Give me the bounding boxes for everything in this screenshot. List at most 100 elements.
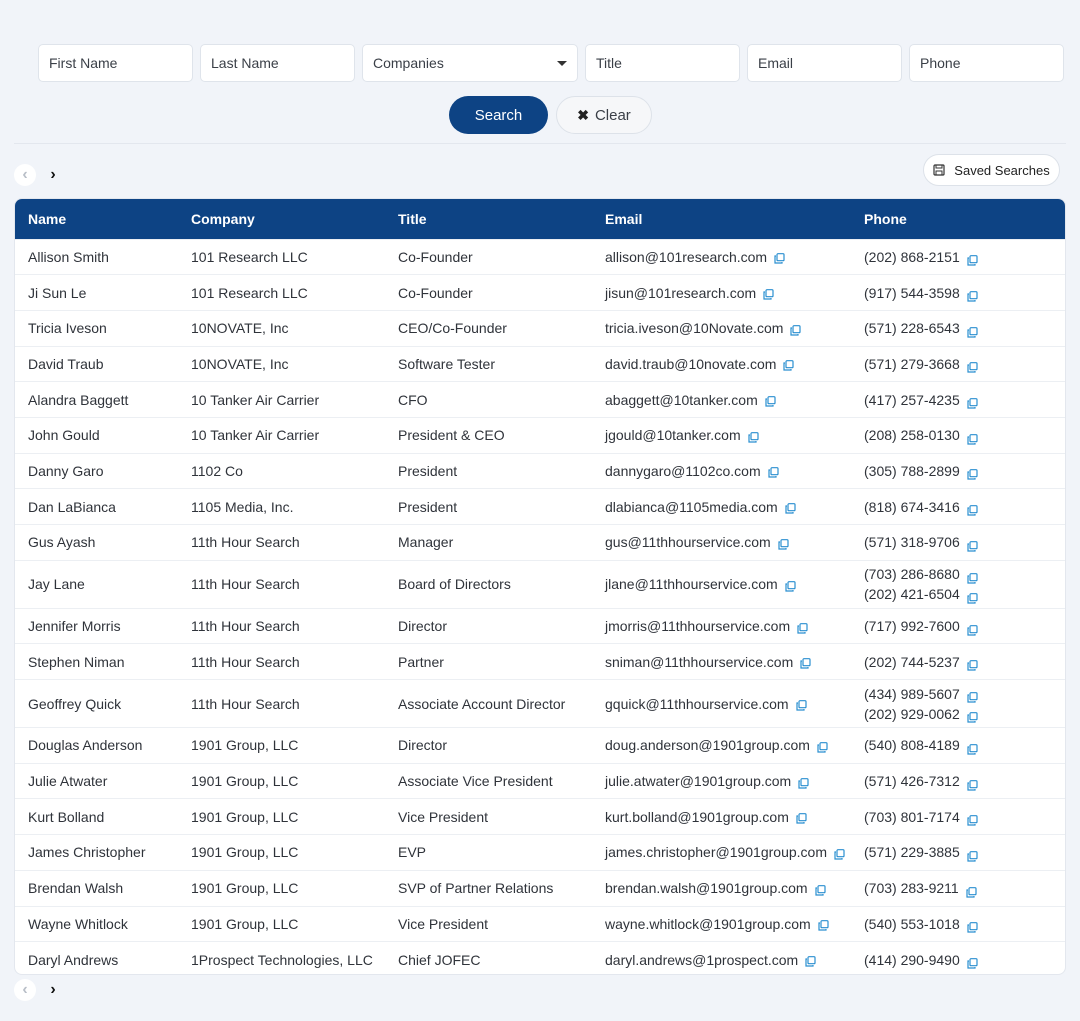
cell-name: Jennifer Morris bbox=[15, 607, 178, 644]
title-input[interactable] bbox=[585, 44, 740, 82]
table-row[interactable]: Jay Lane 11th Hour Search Board of Directo… bbox=[15, 559, 1065, 609]
copy-icon[interactable] bbox=[967, 688, 978, 703]
copy-icon[interactable] bbox=[967, 430, 978, 445]
phone-value: (540) 808-4189 bbox=[864, 737, 960, 754]
email-input[interactable] bbox=[747, 44, 902, 82]
phone-value: (208) 258-0130 bbox=[864, 427, 960, 444]
copy-icon[interactable] bbox=[795, 698, 807, 711]
copy-icon[interactable] bbox=[967, 287, 978, 302]
phone-value: (202) 421-6504 bbox=[864, 586, 960, 603]
column-header-title[interactable]: Title bbox=[398, 210, 427, 227]
saved-searches-button[interactable]: Saved Searches bbox=[923, 154, 1060, 186]
cell-name: Julie Atwater bbox=[15, 762, 178, 799]
copy-icon[interactable] bbox=[790, 323, 802, 336]
table-row[interactable]: Gus Ayash 11th Hour Search Manager gus@11th… bbox=[15, 524, 1065, 561]
table-row[interactable]: Douglas Anderson 1901 Group, LLC Director d… bbox=[15, 727, 1065, 764]
copy-icon[interactable] bbox=[818, 918, 829, 931]
copy-icon[interactable] bbox=[967, 954, 978, 969]
chevron-right-icon[interactable]: › bbox=[50, 981, 56, 998]
column-header-name[interactable]: Name bbox=[28, 210, 67, 227]
cell-phone: (414) 290-9490 bbox=[851, 941, 1065, 974]
table-row[interactable]: Tricia Iveson 10NOVATE, Inc CEO/Co-Founder… bbox=[15, 309, 1065, 347]
copy-icon[interactable] bbox=[748, 430, 759, 443]
copy-icon[interactable] bbox=[967, 358, 978, 374]
companies-select[interactable]: Companies bbox=[362, 44, 578, 82]
copy-icon[interactable] bbox=[785, 501, 796, 514]
copy-icon[interactable] bbox=[967, 589, 978, 604]
clear-button[interactable]: ✖ Clear bbox=[556, 96, 652, 134]
cell-title: Partner bbox=[385, 643, 592, 680]
table-row[interactable]: Ji Sun Le 101 Research LLC Co-Founder jisun… bbox=[15, 274, 1065, 311]
copy-icon[interactable] bbox=[834, 847, 845, 860]
last-name-input[interactable] bbox=[200, 44, 355, 82]
copy-icon[interactable] bbox=[966, 883, 977, 898]
table-row[interactable]: Julie Atwater 1901 Group, LLC Associate Vi… bbox=[15, 762, 1065, 799]
cell-name: Jay Lane bbox=[15, 559, 178, 609]
copy-icon[interactable] bbox=[797, 621, 808, 634]
copy-icon[interactable] bbox=[817, 740, 828, 753]
copy-icon[interactable] bbox=[967, 847, 978, 862]
phone-value: (703) 286-8680 bbox=[864, 566, 960, 583]
copy-icon[interactable] bbox=[796, 811, 807, 824]
copy-icon[interactable] bbox=[967, 537, 978, 552]
cell-title: Director bbox=[385, 727, 592, 764]
chevron-left-icon[interactable]: ‹ bbox=[14, 979, 36, 1001]
copy-icon[interactable] bbox=[967, 501, 978, 516]
copy-icon[interactable] bbox=[967, 251, 978, 266]
copy-icon[interactable] bbox=[798, 776, 809, 789]
copy-icon[interactable] bbox=[778, 537, 789, 550]
table-row[interactable]: Stephen Niman 11th Hour Search Partner snim… bbox=[15, 643, 1065, 680]
cell-name: Gus Ayash bbox=[15, 524, 178, 561]
email-value: abaggett@10tanker.com bbox=[605, 391, 758, 408]
phone-value: (571) 228-6543 bbox=[864, 320, 960, 337]
column-header-phone[interactable]: Phone bbox=[864, 210, 907, 227]
cell-name: Stephen Niman bbox=[15, 643, 178, 680]
table-row[interactable]: Wayne Whitlock 1901 Group, LLC Vice Presid… bbox=[15, 905, 1065, 942]
table-row[interactable]: Danny Garo 1102 Co President dannygaro@1102… bbox=[15, 452, 1065, 489]
copy-icon[interactable] bbox=[967, 918, 978, 933]
cell-name: Tricia Iveson bbox=[15, 309, 178, 347]
copy-icon[interactable] bbox=[763, 287, 774, 300]
chevron-right-icon[interactable]: › bbox=[50, 166, 56, 183]
copy-icon[interactable] bbox=[814, 883, 826, 896]
email-value: kurt.bolland@1901group.com bbox=[605, 808, 789, 825]
copy-icon[interactable] bbox=[967, 811, 978, 826]
table-row[interactable]: James Christopher 1901 Group, LLC EVP james… bbox=[15, 834, 1065, 871]
table-row[interactable]: Kurt Bolland 1901 Group, LLC Vice Presiden… bbox=[15, 798, 1065, 835]
column-header-company[interactable]: Company bbox=[191, 210, 255, 227]
copy-icon[interactable] bbox=[967, 465, 978, 481]
copy-icon[interactable] bbox=[967, 740, 978, 755]
chevron-left-icon[interactable]: ‹ bbox=[14, 164, 36, 186]
search-button[interactable]: Search bbox=[449, 96, 548, 134]
cell-title: Vice President bbox=[385, 905, 592, 942]
copy-icon[interactable] bbox=[774, 251, 785, 264]
copy-icon[interactable] bbox=[805, 954, 816, 967]
table-row[interactable]: David Traub 10NOVATE, Inc Software Tester d… bbox=[15, 345, 1065, 382]
table-row[interactable]: Daryl Andrews 1Prospect Technologies, LLC… bbox=[15, 941, 1065, 974]
column-header-email[interactable]: Email bbox=[605, 210, 643, 227]
cell-company: 1102 Co bbox=[178, 452, 385, 489]
table-row[interactable]: Brendan Walsh 1901 Group, LLC SVP of Partn… bbox=[15, 869, 1065, 906]
copy-icon[interactable] bbox=[967, 656, 978, 671]
table-row[interactable]: Alandra Baggett 10 Tanker Air Carrier CFO a… bbox=[15, 381, 1065, 418]
copy-icon[interactable] bbox=[967, 776, 978, 791]
table-row[interactable]: Geoffrey Quick 11th Hour Search Associate … bbox=[15, 679, 1065, 728]
copy-icon[interactable] bbox=[967, 323, 978, 338]
copy-icon[interactable] bbox=[967, 621, 978, 636]
copy-icon[interactable] bbox=[785, 579, 796, 592]
copy-icon[interactable] bbox=[967, 708, 978, 723]
table-row[interactable]: Jennifer Morris 11th Hour Search Director j… bbox=[15, 607, 1065, 644]
cell-title: Vice President bbox=[385, 798, 592, 835]
copy-icon[interactable] bbox=[768, 465, 779, 479]
phone-input[interactable] bbox=[909, 44, 1064, 82]
table-row[interactable]: Allison Smith 101 Research LLC Co-Founder a… bbox=[15, 238, 1065, 275]
table-row[interactable]: John Gould 10 Tanker Air Carrier President… bbox=[15, 416, 1065, 454]
copy-icon[interactable] bbox=[967, 394, 978, 409]
copy-icon[interactable] bbox=[800, 656, 811, 669]
cell-email: daryl.andrews@1prospect.com bbox=[592, 941, 851, 974]
table-row[interactable]: Dan LaBianca 1105 Media, Inc. President dla… bbox=[15, 488, 1065, 525]
copy-icon[interactable] bbox=[967, 569, 978, 584]
copy-icon[interactable] bbox=[783, 358, 795, 372]
copy-icon[interactable] bbox=[765, 394, 776, 407]
first-name-input[interactable] bbox=[38, 44, 193, 82]
